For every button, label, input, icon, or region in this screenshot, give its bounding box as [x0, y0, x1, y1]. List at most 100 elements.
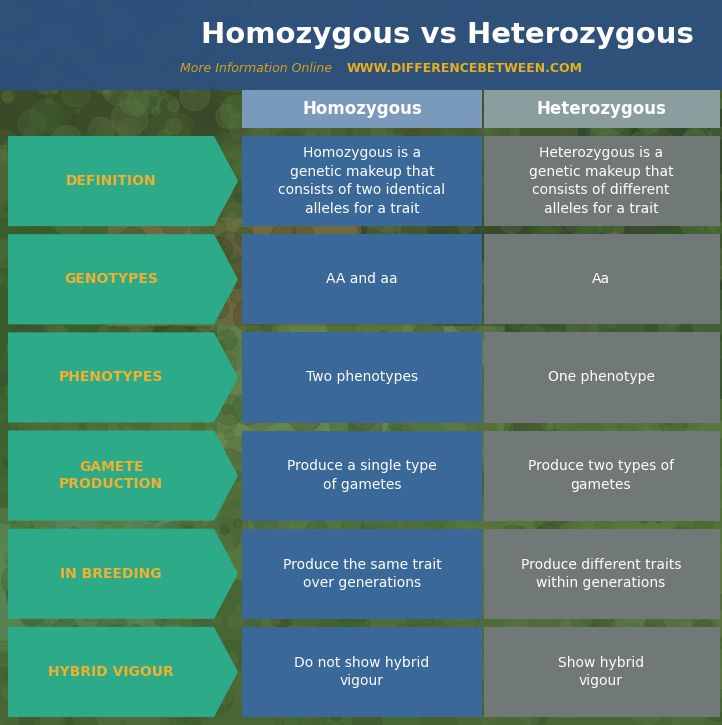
Circle shape [571, 381, 592, 402]
Circle shape [27, 302, 50, 324]
Circle shape [27, 669, 60, 701]
Circle shape [252, 123, 269, 140]
Circle shape [151, 69, 157, 75]
Circle shape [470, 159, 477, 166]
Circle shape [676, 356, 707, 387]
Circle shape [560, 0, 589, 25]
Circle shape [508, 196, 534, 222]
Circle shape [7, 141, 18, 153]
Circle shape [408, 297, 433, 322]
Circle shape [570, 697, 584, 711]
Circle shape [671, 591, 702, 621]
Circle shape [483, 98, 506, 121]
Circle shape [655, 163, 665, 173]
Circle shape [376, 20, 404, 49]
Circle shape [157, 589, 162, 594]
Circle shape [386, 571, 414, 599]
Circle shape [278, 707, 313, 725]
Circle shape [695, 196, 706, 207]
FancyBboxPatch shape [217, 326, 505, 471]
Circle shape [216, 486, 248, 518]
FancyBboxPatch shape [0, 0, 253, 145]
Circle shape [339, 148, 348, 156]
Circle shape [689, 307, 703, 321]
Circle shape [490, 8, 523, 41]
Circle shape [69, 664, 100, 695]
Circle shape [95, 658, 111, 675]
Circle shape [344, 291, 355, 302]
Circle shape [0, 484, 20, 513]
Circle shape [464, 658, 487, 680]
Circle shape [22, 573, 36, 587]
Circle shape [500, 663, 509, 672]
Circle shape [612, 431, 636, 455]
Circle shape [95, 0, 115, 16]
Circle shape [319, 488, 342, 511]
Circle shape [507, 247, 533, 273]
Circle shape [313, 273, 332, 292]
Circle shape [472, 500, 506, 533]
Circle shape [128, 289, 138, 298]
Circle shape [288, 398, 322, 432]
Circle shape [629, 89, 654, 115]
Circle shape [657, 191, 669, 204]
Circle shape [583, 278, 587, 282]
Circle shape [431, 407, 462, 437]
Circle shape [672, 709, 704, 725]
Circle shape [401, 685, 417, 702]
Circle shape [202, 530, 233, 562]
Circle shape [645, 125, 658, 138]
Circle shape [573, 251, 581, 259]
Circle shape [0, 643, 15, 666]
Circle shape [630, 63, 658, 91]
Circle shape [656, 471, 685, 502]
Circle shape [441, 19, 457, 35]
Circle shape [284, 648, 319, 684]
Circle shape [106, 253, 134, 281]
Circle shape [645, 129, 674, 158]
Circle shape [471, 302, 506, 337]
Circle shape [442, 117, 463, 138]
Circle shape [322, 636, 327, 641]
Circle shape [554, 394, 558, 398]
Circle shape [69, 136, 90, 156]
Circle shape [351, 262, 360, 270]
Circle shape [199, 52, 204, 58]
Circle shape [563, 353, 586, 376]
Circle shape [170, 14, 183, 26]
Circle shape [512, 560, 526, 573]
Circle shape [544, 330, 566, 352]
Circle shape [186, 664, 195, 674]
Circle shape [497, 73, 515, 91]
Circle shape [216, 105, 239, 128]
Circle shape [201, 628, 214, 641]
Circle shape [144, 420, 174, 450]
Circle shape [469, 96, 499, 126]
Circle shape [584, 499, 598, 513]
Circle shape [211, 489, 238, 516]
Circle shape [100, 441, 114, 455]
Circle shape [33, 230, 62, 259]
Circle shape [227, 654, 238, 665]
Circle shape [147, 296, 176, 325]
Circle shape [180, 346, 189, 356]
Circle shape [122, 63, 131, 72]
Circle shape [152, 107, 160, 115]
Circle shape [693, 167, 722, 197]
Circle shape [701, 438, 722, 467]
Circle shape [469, 690, 483, 704]
Circle shape [704, 62, 716, 74]
Circle shape [446, 139, 468, 160]
Circle shape [207, 503, 240, 536]
Circle shape [601, 634, 632, 664]
Circle shape [119, 475, 135, 491]
Circle shape [593, 460, 604, 472]
Circle shape [573, 418, 579, 423]
Circle shape [218, 28, 227, 38]
Circle shape [409, 416, 431, 439]
Circle shape [514, 632, 547, 665]
Circle shape [608, 622, 634, 648]
Circle shape [447, 119, 454, 126]
Circle shape [432, 9, 440, 17]
Circle shape [464, 324, 484, 345]
